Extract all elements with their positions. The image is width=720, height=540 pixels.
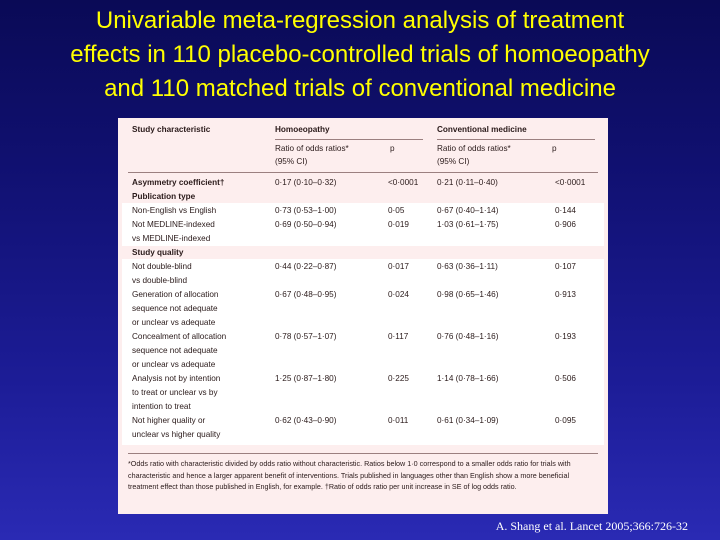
row-label: vs MEDLINE-indexed xyxy=(132,234,211,243)
header-ror-h: Ratio of odds ratios* xyxy=(275,144,349,153)
cell-h-p: <0·0001 xyxy=(388,178,419,187)
cell-h-p: 0·05 xyxy=(388,206,405,215)
title-line: Univariable meta-regression analysis of … xyxy=(95,7,625,34)
cell-c-ror: 0·67 (0·40–1·14) xyxy=(437,206,499,215)
header-study-characteristic: Study characteristic xyxy=(132,125,211,134)
table-bottom-rule xyxy=(128,453,598,454)
cell-c-ror: 0·61 (0·34–1·09) xyxy=(437,416,499,425)
cell-h-ror: 1·25 (0·87–1·80) xyxy=(275,374,337,383)
cell-c-p: 0·906 xyxy=(555,220,576,229)
cell-c-p: 0·095 xyxy=(555,416,576,425)
cell-h-p: 0·019 xyxy=(388,220,409,229)
cell-c-ror: 0·98 (0·65–1·46) xyxy=(437,290,499,299)
cell-c-ror: 1·14 (0·78–1·66) xyxy=(437,374,499,383)
header-p-h: p xyxy=(390,144,395,153)
row-label: Not higher quality or xyxy=(132,416,206,425)
row-label: or unclear vs adequate xyxy=(132,318,216,327)
header-bottom-rule xyxy=(128,172,598,173)
header-rule-homoeopathy xyxy=(275,139,423,140)
cell-h-ror: 0·69 (0·50–0·94) xyxy=(275,220,337,229)
cell-c-ror: 1·03 (0·61–1·75) xyxy=(437,220,499,229)
row-label: Not MEDLINE-indexed xyxy=(132,220,215,229)
row-band xyxy=(122,203,604,246)
cell-h-ror: 0·44 (0·22–0·87) xyxy=(275,262,337,271)
row-label: intention to treat xyxy=(132,402,191,411)
section-publication-type: Publication type xyxy=(132,192,196,201)
cell-h-ror: 0·73 (0·53–1·00) xyxy=(275,206,337,215)
cell-h-ror: 0·67 (0·48–0·95) xyxy=(275,290,337,299)
cell-h-ror: 0·78 (0·57–1·07) xyxy=(275,332,337,341)
header-ror-c: Ratio of odds ratios* xyxy=(437,144,511,153)
header-p-c: p xyxy=(552,144,557,153)
cell-h-p: 0·225 xyxy=(388,374,409,383)
slide-title: Univariable meta-regression analysis of … xyxy=(0,4,720,106)
cell-c-p: 0·506 xyxy=(555,374,576,383)
section-study-quality: Study quality xyxy=(132,248,184,257)
title-line: effects in 110 placebo-controlled trials… xyxy=(70,41,650,68)
row-label: or unclear vs adequate xyxy=(132,360,216,369)
header-homoeopathy: Homoeopathy xyxy=(275,125,330,134)
row-label: Generation of allocation xyxy=(132,290,219,299)
cell-h-p: 0·117 xyxy=(388,332,409,341)
header-conventional: Conventional medicine xyxy=(437,125,527,134)
cell-c-p: 0·193 xyxy=(555,332,576,341)
row-label: vs double-blind xyxy=(132,276,188,285)
row-label: to treat or unclear vs by xyxy=(132,388,218,397)
cell-c-ror: 0·63 (0·36–1·11) xyxy=(437,262,498,271)
table-footnote: *Odds ratio with characteristic divided … xyxy=(128,459,571,491)
header-ci-h: (95% CI) xyxy=(275,157,308,166)
row-label: sequence not adequate xyxy=(132,304,218,313)
row-label-asymmetry: Asymmetry coefficient† xyxy=(132,178,225,187)
cell-c-p: 0·913 xyxy=(555,290,576,299)
row-label: Non-English vs English xyxy=(132,206,217,215)
cell-c-ror: 0·21 (0·11–0·40) xyxy=(437,178,498,187)
results-table: Study characteristic Homoeopathy Convent… xyxy=(118,118,608,514)
cell-h-ror: 0·62 (0·43–0·90) xyxy=(275,416,337,425)
row-label: sequence not adequate xyxy=(132,346,218,355)
cell-h-p: 0·011 xyxy=(388,416,409,425)
row-label: Not double-blind xyxy=(132,262,192,271)
title-line: and 110 matched trials of conventional m… xyxy=(104,75,616,102)
cell-c-p: 0·107 xyxy=(555,262,576,271)
citation: A. Shang et al. Lancet 2005;366:726-32 xyxy=(495,519,688,533)
header-rule-conventional xyxy=(437,139,595,140)
cell-c-p: 0·144 xyxy=(555,206,576,215)
cell-c-p: <0·0001 xyxy=(555,178,586,187)
cell-h-p: 0·017 xyxy=(388,262,409,271)
row-label: Analysis not by intention xyxy=(132,374,221,383)
cell-h-p: 0·024 xyxy=(388,290,409,299)
row-band xyxy=(122,259,604,445)
row-label: Concealment of allocation xyxy=(132,332,227,341)
header-ci-c: (95% CI) xyxy=(437,157,470,166)
cell-h-ror: 0·17 (0·10–0·32) xyxy=(275,178,337,187)
cell-c-ror: 0·76 (0·48–1·16) xyxy=(437,332,499,341)
row-label: unclear vs higher quality xyxy=(132,430,221,439)
